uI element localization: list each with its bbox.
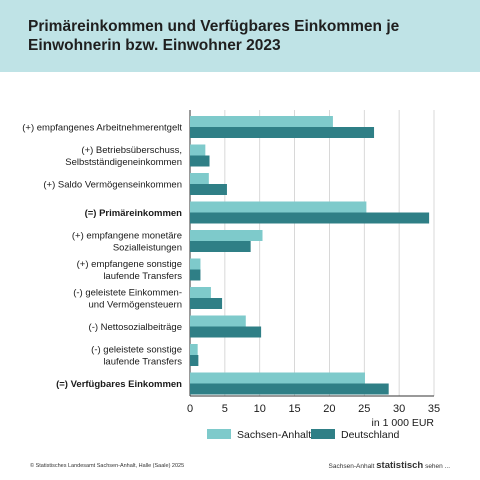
bar (190, 201, 367, 213)
x-tick-label: 0 (187, 403, 193, 415)
x-tick-label: 20 (323, 403, 335, 415)
category-label-line: (-) Nettosozialbeiträge (89, 322, 182, 333)
category-label-line: (=) Verfügbares Einkommen (56, 379, 182, 390)
bar (190, 258, 201, 270)
legend-swatch (207, 429, 231, 439)
bar (190, 212, 430, 224)
bar (190, 355, 199, 366)
category-label: (+) empfangene monetäre Sozialleistungen (72, 231, 182, 254)
category-label: (-) geleistete sonstige laufende Transfer… (91, 345, 182, 368)
bar (190, 287, 211, 298)
category-label: (=) Verfügbares Einkommen (56, 379, 182, 390)
legend-swatch (311, 429, 335, 439)
category-label-line: (+) Betriebsüberschuss, (81, 145, 182, 156)
brand-line: Sachsen-Anhalt statistisch sehen ... (329, 460, 450, 471)
category-label: (+) Saldo Vermögenseinkommen (43, 180, 182, 191)
legend-label: Deutschland (341, 429, 400, 441)
bar (190, 315, 246, 327)
x-tick-label: 10 (254, 403, 266, 415)
bar (190, 144, 206, 156)
category-label-line: laufende Transfers (103, 271, 182, 282)
x-tick-label: 30 (393, 403, 405, 415)
category-label: (=) Primäreinkommen (85, 208, 183, 219)
bar (190, 372, 365, 384)
x-axis-label: in 1 000 EUR (372, 417, 435, 429)
category-label: (-) geleistete Einkommen-und Vermögenste… (73, 288, 182, 311)
category-label-line: (+) empfangenes Arbeitnehmerentgelt (22, 123, 182, 134)
category-label-line: laufende Transfers (103, 357, 182, 368)
x-tick-label: 5 (222, 403, 228, 415)
bar (190, 155, 210, 167)
title-line-1: Primäreinkommen und Verfügbares Einkomme… (28, 18, 400, 35)
category-label-line: (+) empfangene monetäre (72, 231, 182, 242)
category-label-line: (=) Primäreinkommen (85, 208, 183, 219)
category-label-line: (-) geleistete Einkommen- (73, 288, 182, 299)
bar (190, 241, 251, 252)
bar (190, 184, 227, 195)
chart-title: Primäreinkommen und Verfügbares Einkomme… (28, 17, 468, 55)
bar (190, 383, 389, 395)
bar (190, 269, 201, 281)
x-tick-label: 15 (288, 403, 300, 415)
bar (190, 230, 263, 241)
bar (190, 326, 262, 338)
bar (190, 344, 198, 355)
title-line-2: Einwohnerin bzw. Einwohner 2023 (28, 37, 281, 54)
category-label: (+) empfangene sonstige laufende Transfer… (77, 259, 183, 282)
category-label: (+) Betriebsüberschuss, Selbstständigenei… (65, 145, 182, 168)
bar (190, 173, 209, 184)
category-label-line: (-) geleistete sonstige (91, 345, 182, 356)
brand-strong: statistisch (376, 460, 424, 471)
x-tick-label: 25 (358, 403, 370, 415)
header-band: Primäreinkommen und Verfügbares Einkomme… (0, 0, 480, 72)
x-tick-label: 35 (428, 403, 440, 415)
bar (190, 298, 223, 309)
category-label: (-) Nettosozialbeiträge (89, 322, 182, 333)
category-label-line: (+) Saldo Vermögenseinkommen (43, 180, 182, 191)
category-label-line: Sozialleistungen (113, 243, 182, 254)
bar (190, 116, 333, 127)
category-label: (+) empfangenes Arbeitnehmerentgelt (22, 123, 182, 134)
category-label-line: und Vermögensteuern (89, 300, 182, 311)
source-note: © Statistisches Landesamt Sachsen-Anhalt… (30, 463, 185, 469)
category-label-line: Selbstständigeneinkommen (65, 157, 182, 168)
category-label-line: (+) empfangene sonstige (77, 259, 182, 270)
bar (190, 127, 375, 138)
brand-suffix: sehen ... (425, 463, 450, 470)
legend-label: Sachsen-Anhalt (237, 429, 311, 441)
brand-prefix: Sachsen-Anhalt (328, 463, 375, 470)
